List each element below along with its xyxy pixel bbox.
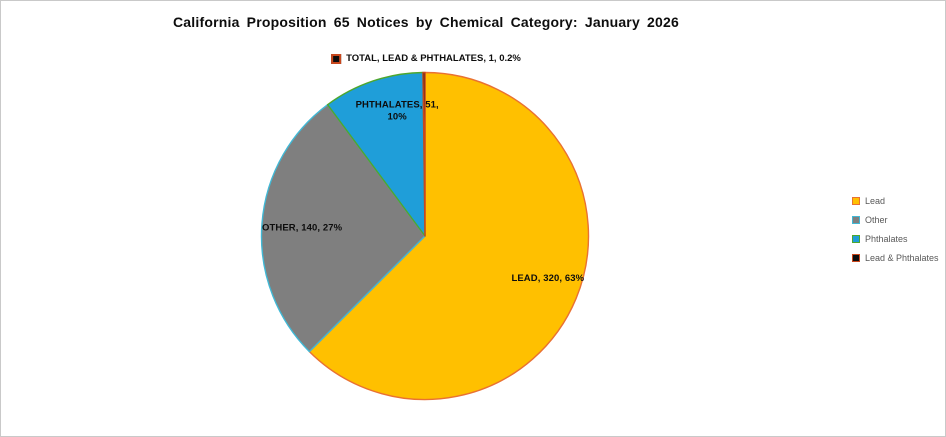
legend-label-lead-phthalates: Lead & Phthalates (865, 253, 939, 263)
outside-data-label-text: TOTAL, LEAD & PHTHALATES, 1, 0.2% (346, 53, 521, 64)
legend-label-lead: Lead (865, 196, 886, 206)
pie-slice-phthalates (326, 71, 426, 237)
pie-slice-lead-phthalates (422, 71, 426, 237)
chart-legend: Lead Other Phthalates Lead & Phthalates (852, 196, 939, 273)
pie-chart: LEAD, 320, 63% OTHER, 140, 27% PHTHALATES,… (260, 71, 590, 401)
pie-label-lead: LEAD, 320, 63% (511, 273, 584, 284)
legend-item-lead-phthalates: Lead & Phthalates (852, 253, 939, 263)
pie-label-phthalates: 10% (388, 112, 408, 123)
chart-title: California Proposition 65 Notices by Che… (173, 14, 679, 30)
legend-label-phthalates: Phthalates (865, 234, 908, 244)
legend-swatch-phthalates (852, 235, 860, 243)
pie-slice-other (260, 103, 426, 353)
pie-label-phthalates: PHTHALATES, 51, (356, 100, 439, 111)
legend-swatch-other (852, 216, 860, 224)
legend-item-phthalates: Phthalates (852, 234, 939, 244)
legend-item-other: Other (852, 215, 939, 225)
pie-label-other: OTHER, 140, 27% (262, 222, 343, 233)
legend-swatch-lead (852, 197, 860, 205)
outside-data-label-lead-phthalates: TOTAL, LEAD & PHTHALATES, 1, 0.2% (331, 53, 521, 64)
legend-item-lead: Lead (852, 196, 939, 206)
legend-swatch-lead-phthalates (852, 254, 860, 262)
pie-slice-lead (308, 71, 590, 401)
data-label-marker-icon (331, 53, 342, 64)
legend-label-other: Other (865, 215, 888, 225)
